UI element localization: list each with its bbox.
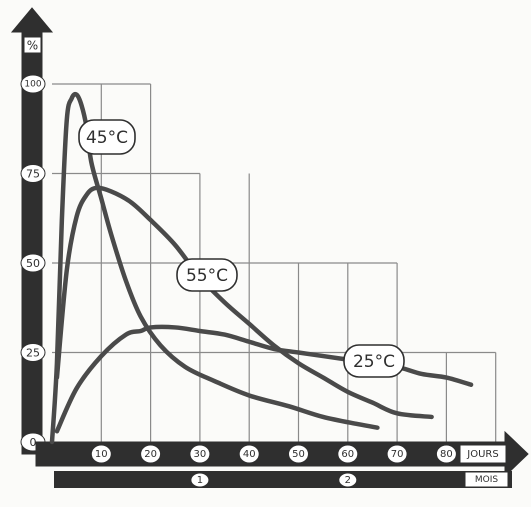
- x-tick-bubble: [386, 444, 408, 464]
- y-tick-bubble: [20, 343, 46, 362]
- x-tick-label: 50: [292, 449, 305, 460]
- x-tick-bubble: [288, 444, 309, 464]
- y-tick-label: 25: [26, 347, 40, 360]
- x-tick-label: 10: [95, 449, 108, 460]
- x-tick-label: 80: [440, 449, 453, 460]
- y-tick-label: 100: [24, 80, 41, 90]
- x-tick-bubble: [238, 444, 260, 464]
- x-primary-unit-box: [459, 444, 507, 464]
- x-tick-label: 40: [243, 449, 256, 460]
- x-tick-label: 60: [341, 449, 354, 460]
- y-axis-arrow: [10, 7, 54, 455]
- y-tick-bubble: [20, 74, 46, 94]
- x-tick-bubble: [189, 444, 211, 464]
- x-tick-bubble: [90, 444, 112, 464]
- series-label-box-55-c: [176, 258, 238, 292]
- series-label-45-c: 45°C: [86, 128, 128, 148]
- y-tick-bubble: [20, 253, 46, 273]
- series-label-55-c: 55°C: [186, 266, 228, 286]
- x-tick-label: 70: [391, 449, 404, 460]
- month-tick-bubble: [190, 472, 210, 488]
- x-tick-bubble: [140, 444, 162, 464]
- series-label-25-c: 25°C: [353, 352, 395, 372]
- x-tick-bubble: [435, 444, 457, 464]
- series-label-box-25-c: [343, 344, 405, 378]
- month-tick-label: 2: [345, 475, 351, 486]
- y-tick-bubble: [20, 164, 46, 183]
- x-tick-label: 30: [194, 449, 207, 460]
- series-line-45-c: [49, 91, 380, 445]
- x-secondary-unit-label: MOIS: [475, 475, 499, 485]
- month-tick-label: 1: [197, 475, 203, 486]
- x-primary-unit-label: JOURS: [466, 449, 498, 460]
- month-axis-bar: [54, 471, 512, 488]
- y-tick-label: 0: [30, 436, 37, 449]
- month-tick-bubble: [338, 472, 358, 488]
- y-unit-label: %: [27, 39, 38, 53]
- series-label-box-45-c: [78, 119, 136, 155]
- x-secondary-unit-box: [464, 471, 509, 488]
- y-tick-label: 75: [26, 168, 40, 181]
- x-tick-label: 20: [144, 449, 157, 460]
- x-axis-arrow: [35, 430, 529, 478]
- y-unit-box: [23, 36, 42, 54]
- x-tick-bubble: [337, 444, 359, 464]
- series-line-55-c: [54, 185, 434, 420]
- y-tick-label: 50: [26, 257, 40, 270]
